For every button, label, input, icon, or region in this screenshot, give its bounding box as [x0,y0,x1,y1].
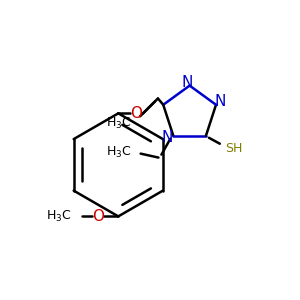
Text: N: N [162,130,173,145]
Text: N: N [214,94,226,109]
Text: SH: SH [225,142,242,155]
Text: O: O [92,209,104,224]
Text: H$_3$C: H$_3$C [106,116,131,131]
Text: N: N [182,75,193,90]
Text: H$_3$C: H$_3$C [46,209,72,224]
Text: O: O [130,106,142,121]
Text: H$_3$C: H$_3$C [106,145,132,160]
